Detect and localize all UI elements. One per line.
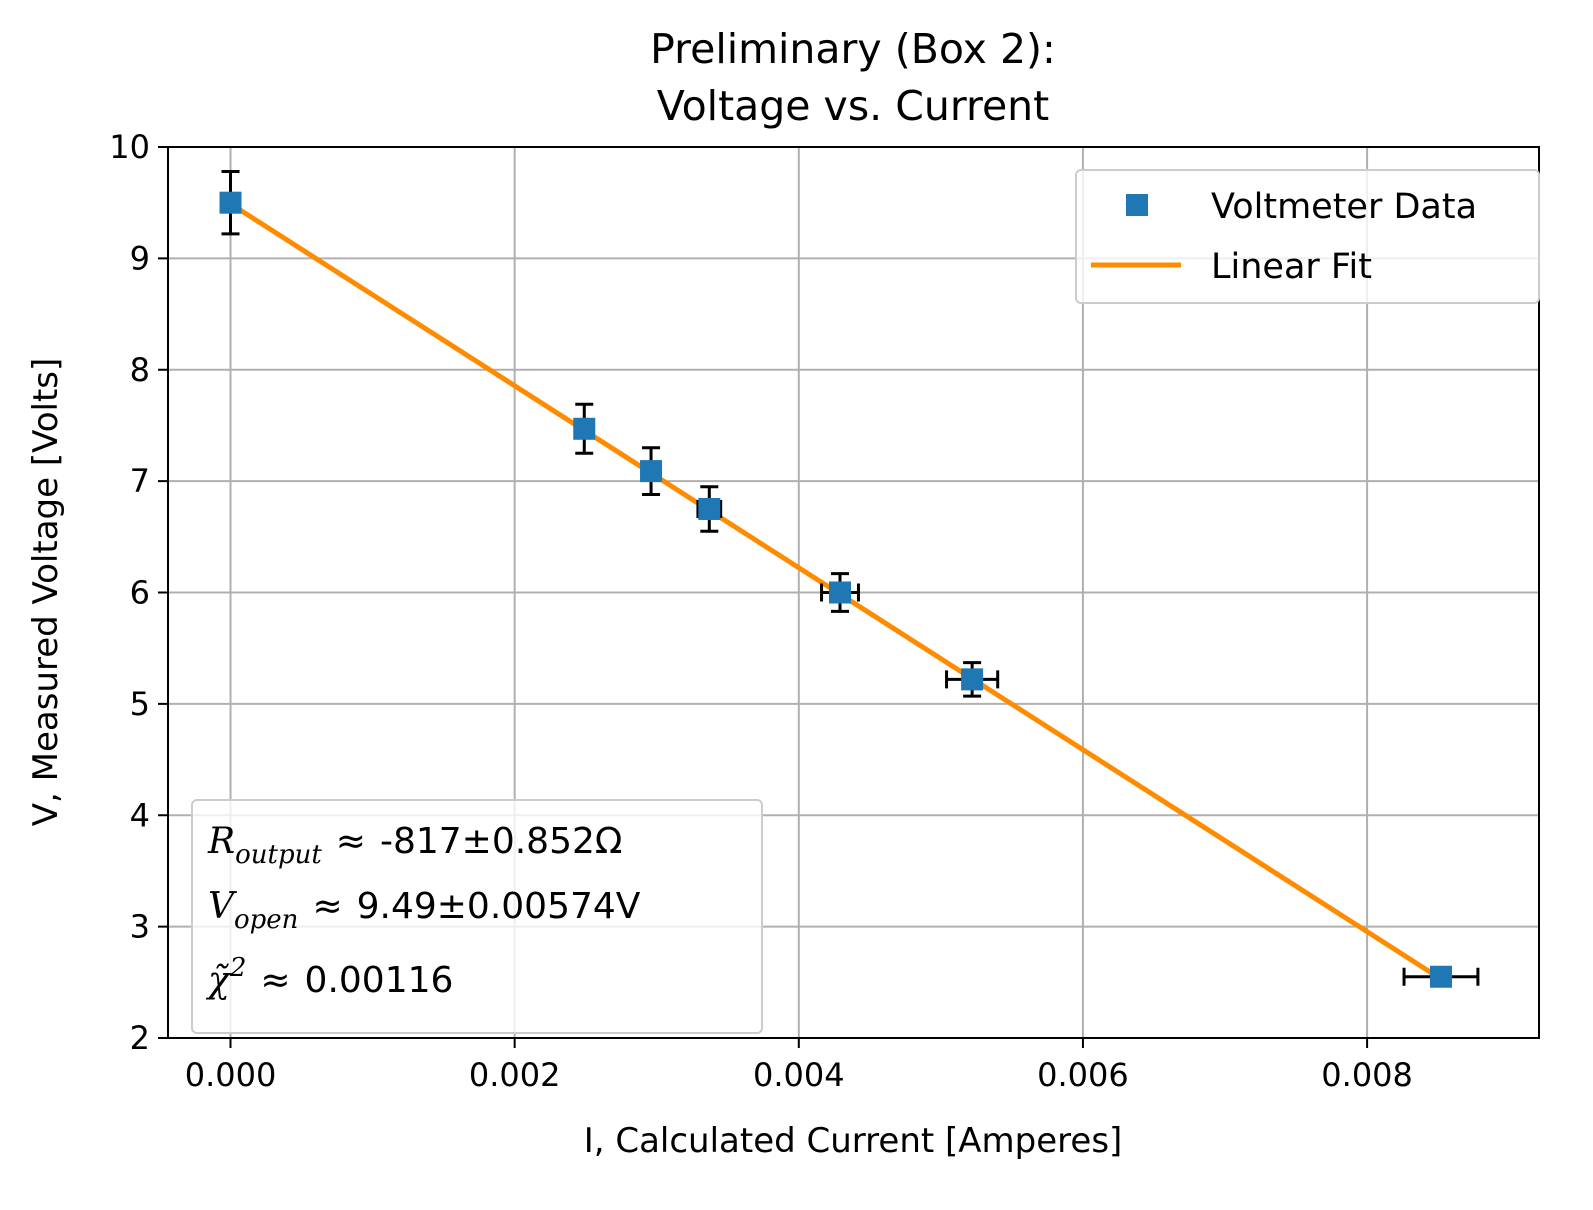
legend-label-voltmeter-data: Voltmeter Data — [1211, 187, 1477, 227]
annotation-v-open: Vopen ≈9.49±0.00574V — [208, 886, 641, 935]
y-tick-label: 7 — [130, 462, 150, 500]
y-tick-label: 2 — [130, 1019, 150, 1057]
fit-results-box: Routput ≈ -817±0.852Ω Vopen ≈9.49±0.00574V … — [191, 799, 763, 1034]
data-point — [640, 460, 663, 483]
chi-squared-value: 0.00116 — [305, 960, 454, 1001]
chi-squared-superscript: 2 — [229, 953, 247, 983]
v-open-approx: ≈ — [312, 886, 342, 927]
r-output-value: -817±0.852Ω — [380, 821, 622, 862]
legend-box — [1075, 169, 1540, 304]
y-tick-label: 6 — [130, 574, 150, 612]
data-point — [1429, 965, 1452, 988]
y-tick-label: 4 — [130, 796, 150, 834]
legend-label-linear-fit: Linear Fit — [1211, 247, 1372, 287]
x-tick-label: 0.008 — [1321, 1056, 1413, 1094]
x-tick-label: 0.002 — [469, 1056, 561, 1094]
data-point — [698, 497, 721, 520]
legend-marker-voltmeter-data — [1126, 194, 1148, 216]
y-tick-label: 9 — [130, 239, 150, 277]
x-tick-label: 0.000 — [185, 1056, 277, 1094]
x-axis-ticks: 0.000 0.002 0.004 0.006 0.008 — [185, 1038, 1413, 1094]
data-point — [829, 581, 852, 604]
y-axis-ticks: 2 3 4 5 6 7 8 9 10 — [109, 128, 168, 1057]
chart-title-line-2: Voltage vs. Current — [657, 82, 1050, 130]
data-point — [961, 668, 984, 691]
chart-title-line-1: Preliminary (Box 2): — [650, 25, 1056, 73]
v-open-symbol: V — [208, 886, 238, 927]
x-axis-label: I, Calculated Current [Amperes] — [584, 1121, 1123, 1161]
data-point — [573, 417, 596, 440]
y-tick-label: 10 — [109, 128, 150, 166]
annotation-r-output: Routput ≈ -817±0.852Ω — [207, 821, 622, 870]
annotation-chi-squared: χ̃2 ≈0.00116 — [205, 953, 453, 1001]
data-points-layer — [219, 191, 1452, 988]
data-point — [219, 191, 242, 214]
v-open-subscript: open — [234, 905, 298, 935]
y-tick-label: 3 — [130, 908, 150, 946]
v-open-value: 9.49±0.00574V — [357, 886, 641, 927]
r-output-approx: ≈ — [336, 821, 366, 862]
y-tick-label: 8 — [130, 351, 150, 389]
r-output-symbol: R — [207, 821, 235, 862]
x-tick-label: 0.004 — [753, 1056, 845, 1094]
fit-results-frame — [191, 799, 763, 1034]
chi-squared-approx: ≈ — [260, 960, 290, 1001]
legend: Voltmeter Data Linear Fit — [1075, 169, 1540, 304]
chi-squared-symbol: χ̃ — [205, 960, 232, 1001]
y-tick-label: 5 — [130, 685, 150, 723]
r-output-subscript: output — [235, 840, 322, 870]
x-tick-label: 0.006 — [1037, 1056, 1129, 1094]
y-axis-label: V, Measured Voltage [Volts] — [26, 358, 66, 827]
